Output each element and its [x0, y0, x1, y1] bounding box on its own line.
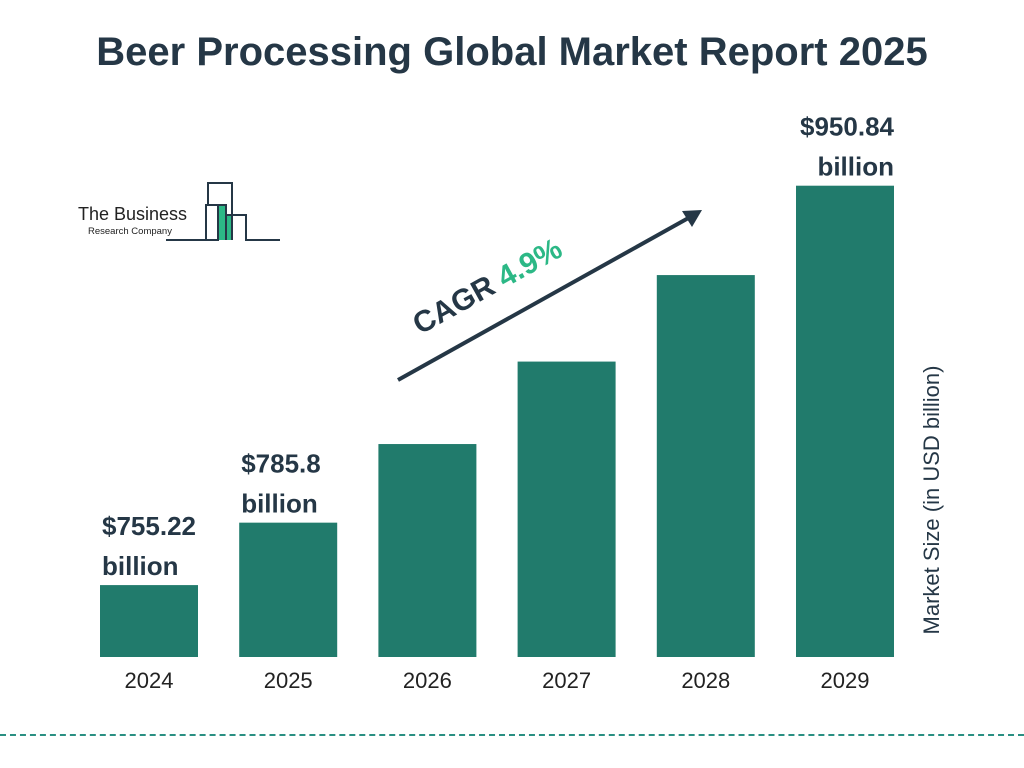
bar-2028 — [656, 275, 755, 657]
x-tick-label: 2025 — [264, 668, 313, 693]
y-axis-label: Market Size (in USD billion) — [919, 365, 944, 635]
bar-2024 — [100, 585, 198, 657]
cagr-value: 4.9% — [492, 232, 568, 294]
bar-2029 — [796, 185, 894, 657]
x-tick-label: 2024 — [125, 668, 174, 693]
cagr-arrow-head-icon — [682, 210, 702, 227]
data-label-2024: billion — [102, 551, 179, 581]
logo-text-line2: Research Company — [88, 226, 172, 237]
x-tick-label: 2029 — [821, 668, 870, 693]
bar-2027 — [517, 361, 616, 657]
x-tick-label: 2026 — [403, 668, 452, 693]
chart-title: Beer Processing Global Market Report 202… — [96, 30, 928, 74]
data-label-2024: $755.22 — [102, 511, 196, 541]
logo-text-line1: The Business — [78, 204, 188, 224]
logo-buildings-icon — [166, 182, 280, 241]
data-label-2029: $950.84 — [800, 112, 895, 142]
bar-2025 — [239, 522, 338, 657]
data-label-2029: billion — [817, 152, 894, 182]
bar-2026 — [378, 444, 477, 657]
data-label-2025: $785.8 — [241, 449, 321, 479]
cagr-arrow-line — [397, 214, 693, 382]
x-tick-label: 2028 — [681, 668, 730, 693]
cagr-label: CAGR — [407, 265, 508, 341]
footer-divider — [0, 734, 1024, 736]
cagr-annotation: CAGR 4.9% — [407, 232, 567, 341]
x-tick-label: 2027 — [542, 668, 591, 693]
data-label-2025: billion — [241, 489, 318, 519]
